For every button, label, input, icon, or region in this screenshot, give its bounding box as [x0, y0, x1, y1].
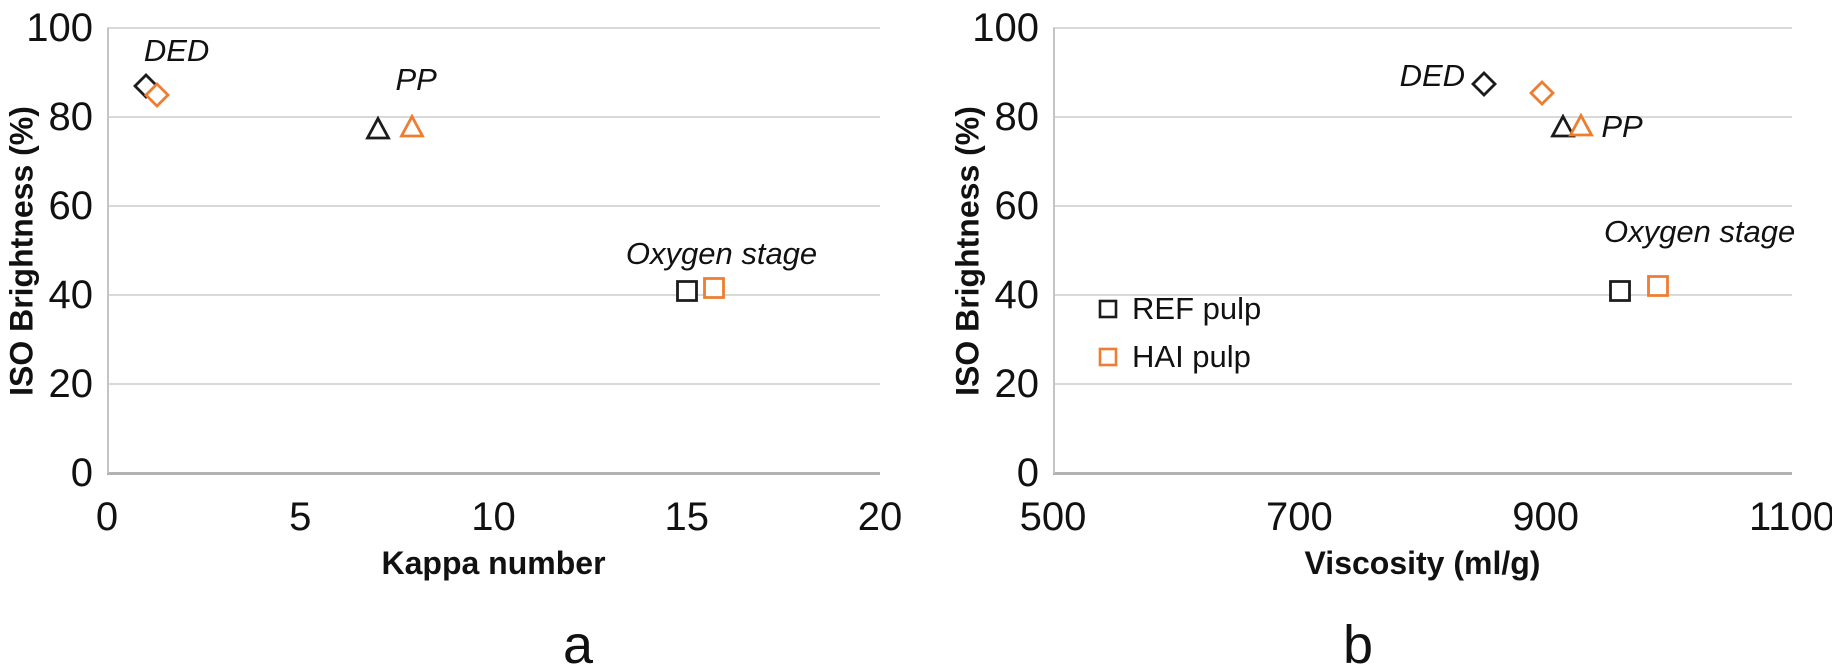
annotation-ded: DED — [143, 33, 210, 69]
y-tick-label-60: 60 — [994, 184, 1040, 228]
marker-hai-pulp-ded — [1528, 79, 1555, 106]
x-tick-label-20: 20 — [857, 495, 903, 539]
marker-hai-pulp-pp — [1568, 112, 1595, 136]
x-axis-line — [1053, 472, 1792, 475]
legend-item-ref-pulp: REF pulp — [1097, 292, 1261, 326]
x-tick-label-500: 500 — [1019, 495, 1087, 539]
marker-hai-pulp-oxygen-stage — [1646, 275, 1669, 297]
marker-ref-pulp-ded — [1471, 70, 1498, 97]
legend-label: REF pulp — [1132, 291, 1262, 326]
y-tick-label-80: 80 — [994, 95, 1040, 139]
gridline-y-20 — [1053, 383, 1792, 385]
marker-ref-pulp-oxygen-stage — [1608, 279, 1631, 302]
y-tick-label-20: 20 — [994, 362, 1040, 406]
y-tick-label-100: 100 — [972, 6, 1039, 50]
gridline-y-80 — [1053, 116, 1792, 118]
y-tick-label-0: 0 — [1016, 451, 1039, 495]
x-tick-label-5: 5 — [289, 495, 312, 539]
y-axis-line — [107, 28, 109, 473]
x-tick-label-700: 700 — [1265, 495, 1333, 539]
marker-hai-pulp-ded — [144, 81, 171, 108]
caption-b: b — [1342, 615, 1374, 669]
y-tick-label-100: 100 — [26, 6, 93, 50]
gridline-y-60 — [107, 205, 880, 207]
x-axis-title-a: Kappa number — [381, 545, 606, 581]
legend-item-hai-pulp: HAI pulp — [1097, 340, 1261, 374]
x-tick-label-10: 10 — [471, 495, 516, 539]
caption-a: a — [562, 615, 594, 669]
plot-area-b: DED PP Oxygen stage — [1053, 27, 1796, 475]
gridline-y-100 — [107, 27, 880, 29]
annotation-ded: DED — [1399, 57, 1466, 93]
plot-area-a: DED PP Oxygen stage — [107, 27, 880, 475]
y-tick-label-60: 60 — [48, 184, 94, 228]
marker-hai-pulp-oxygen-stage — [702, 277, 725, 300]
y-tick-label-80: 80 — [48, 95, 94, 139]
x-tick-label-900: 900 — [1512, 495, 1580, 539]
legend-square-icon — [1098, 299, 1118, 319]
legend: REF pulp HAI pulp — [1097, 292, 1261, 374]
marker-ref-pulp-oxygen-stage — [675, 279, 698, 302]
marker-ref-pulp-pp — [1550, 113, 1576, 138]
y-tick-label-20: 20 — [48, 362, 94, 406]
y-tick-label-0: 0 — [70, 451, 93, 495]
x-tick-label-15: 15 — [664, 495, 710, 539]
y-axis-line — [1053, 28, 1055, 473]
gridline-y-80 — [107, 116, 880, 118]
gridline-y-40 — [1053, 294, 1792, 296]
x-axis-line — [107, 472, 880, 475]
gridline-y-60 — [1053, 205, 1792, 207]
annotation-oxygen-stage: Oxygen stage — [625, 235, 818, 271]
annotation-pp: PP — [1601, 109, 1643, 145]
annotation-pp: PP — [395, 62, 437, 98]
legend-square-icon — [1098, 347, 1118, 367]
x-axis-title-b: Viscosity (ml/g) — [1304, 545, 1541, 581]
gridline-y-40 — [107, 294, 880, 296]
gridline-y-100 — [1053, 27, 1792, 29]
marker-hai-pulp-pp — [399, 113, 426, 138]
y-tick-label-40: 40 — [48, 273, 94, 317]
x-tick-label-0: 0 — [95, 495, 119, 539]
gridline-y-20 — [107, 383, 880, 385]
x-tick-label-1100: 1100 — [1748, 495, 1832, 539]
marker-ref-pulp-pp — [364, 115, 391, 140]
annotation-oxygen-stage: Oxygen stage — [1603, 213, 1796, 249]
y-tick-label-40: 40 — [994, 273, 1040, 317]
legend-label: HAI pulp — [1132, 339, 1251, 374]
